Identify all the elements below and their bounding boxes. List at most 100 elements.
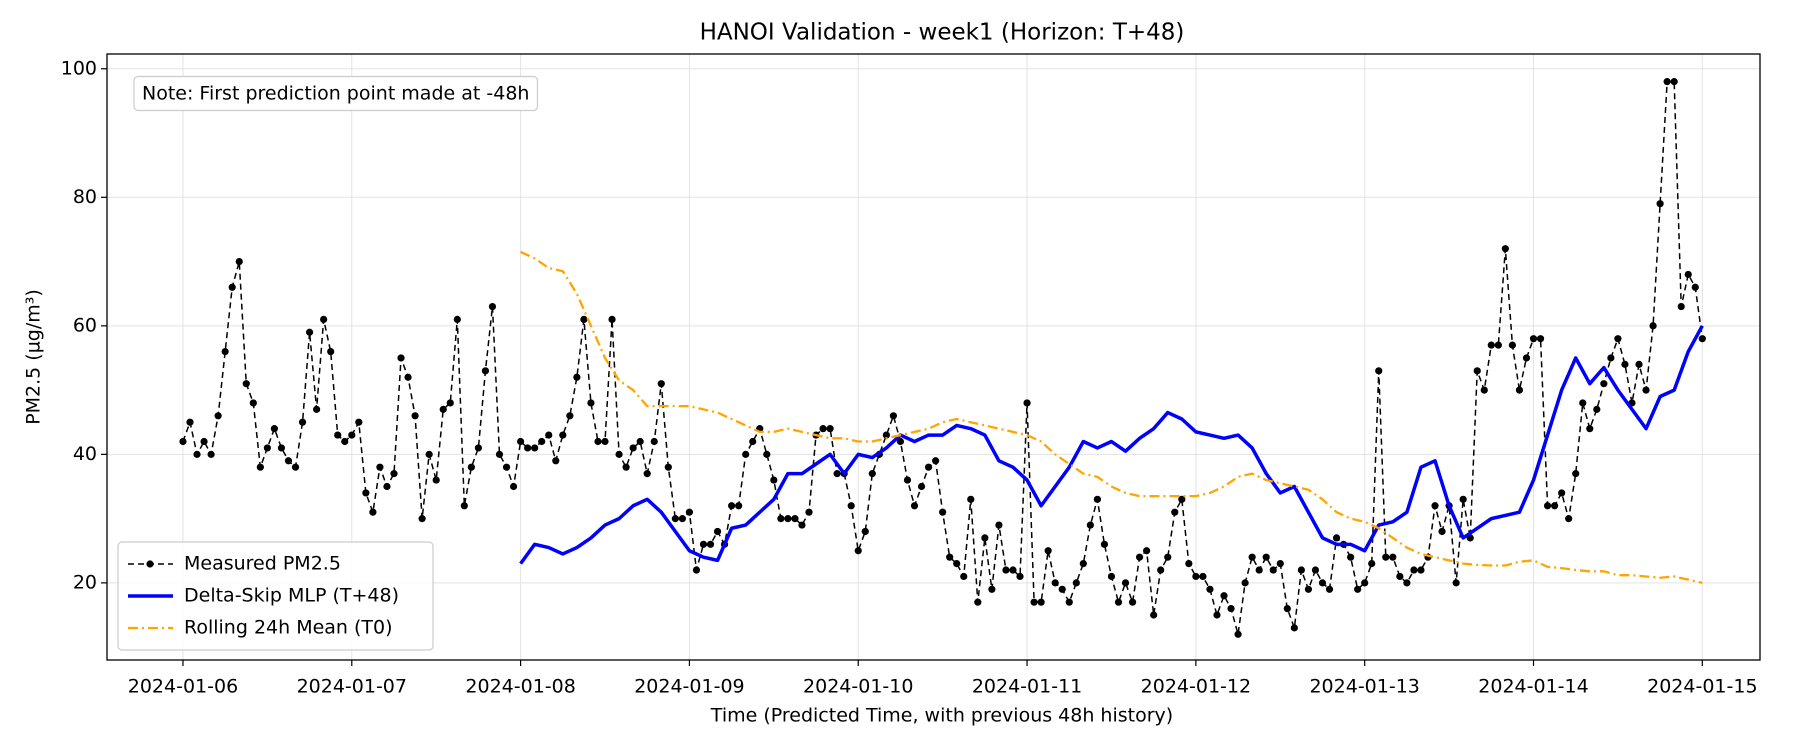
series-line: [520, 250, 1703, 585]
data-point: [256, 463, 264, 471]
data-point: [1543, 502, 1552, 510]
data-point: [1086, 521, 1094, 529]
data-point: [481, 367, 490, 375]
data-point: [1522, 354, 1531, 362]
data-point: [685, 508, 694, 516]
data-point: [383, 482, 391, 491]
data-point: [1649, 322, 1657, 330]
y-tick-label: 40: [73, 443, 97, 465]
data-point: [742, 450, 750, 458]
data-point: [615, 450, 623, 458]
data-point: [341, 437, 349, 446]
data-point: [819, 425, 827, 433]
data-point: [1220, 592, 1228, 600]
data-point: [1114, 598, 1123, 606]
data-point: [291, 463, 300, 471]
data-point: [1677, 302, 1685, 311]
data-point: [1607, 354, 1615, 362]
x-tick-label: 2024-01-13: [1309, 676, 1419, 698]
data-point: [432, 476, 440, 484]
data-point: [1459, 495, 1467, 503]
data-point: [706, 540, 715, 548]
data-point: [1621, 360, 1629, 368]
y-tick-label: 100: [61, 57, 97, 79]
data-point: [390, 470, 398, 478]
data-point: [1431, 502, 1439, 510]
data-point: [495, 450, 504, 458]
data-point: [446, 399, 454, 407]
data-point: [1171, 508, 1179, 516]
data-point: [1093, 495, 1101, 503]
x-tick-label: 2024-01-15: [1647, 676, 1757, 698]
data-point: [1016, 572, 1024, 581]
y-tick-label: 80: [73, 186, 97, 208]
data-point: [580, 315, 588, 324]
data-point: [974, 598, 982, 606]
x-tick-label: 2024-01-12: [1141, 676, 1251, 698]
data-point: [1361, 579, 1369, 587]
data-point: [277, 444, 286, 452]
data-point: [903, 476, 912, 484]
data-point: [960, 572, 968, 581]
data-point: [348, 431, 356, 439]
data-point: [1487, 341, 1495, 349]
data-point: [193, 450, 201, 458]
data-point: [509, 482, 518, 491]
x-tick-label: 2024-01-14: [1478, 676, 1588, 698]
legend-label: Measured PM2.5: [184, 553, 341, 575]
data-point: [1494, 341, 1502, 349]
data-point: [467, 463, 475, 471]
data-point: [735, 502, 743, 510]
data-point: [270, 425, 279, 433]
data-point: [284, 457, 293, 465]
data-point: [988, 585, 996, 593]
data-point: [573, 373, 581, 381]
data-point: [1121, 579, 1130, 587]
data-point: [657, 380, 665, 388]
data-point: [1670, 78, 1678, 86]
data-point: [1572, 470, 1580, 478]
data-point: [1058, 585, 1066, 593]
data-point: [362, 489, 370, 497]
legend-marker: [146, 560, 154, 568]
data-point: [932, 457, 940, 465]
data-point: [1586, 425, 1594, 433]
data-point: [1403, 579, 1411, 587]
data-point: [643, 470, 651, 478]
data-point: [854, 547, 862, 555]
data-point: [397, 354, 405, 362]
data-point: [784, 515, 792, 523]
data-point: [1452, 579, 1460, 587]
data-point: [200, 437, 208, 446]
y-tick-label: 20: [73, 571, 97, 593]
data-point: [298, 418, 307, 426]
data-point: [1354, 585, 1362, 593]
data-point: [1227, 604, 1235, 613]
data-point: [1213, 611, 1221, 619]
data-point: [946, 553, 954, 561]
data-point: [1438, 527, 1446, 536]
data-point: [1100, 540, 1109, 548]
data-point: [1635, 360, 1643, 368]
data-point: [179, 437, 187, 446]
data-point: [594, 437, 602, 446]
data-point: [1332, 534, 1341, 542]
data-point: [798, 521, 806, 529]
data-point: [1480, 386, 1488, 394]
data-point: [502, 463, 511, 471]
data-point: [552, 457, 560, 465]
data-point: [1107, 572, 1116, 581]
x-tick-label: 2024-01-11: [972, 676, 1082, 698]
data-point: [1079, 560, 1087, 568]
x-tick-label: 2024-01-10: [803, 676, 913, 698]
data-point: [1691, 283, 1699, 291]
data-point: [1128, 598, 1137, 606]
data-point: [1164, 553, 1172, 561]
data-point: [1234, 630, 1242, 638]
data-point: [713, 527, 722, 536]
data-point: [545, 431, 553, 439]
data-point: [1593, 405, 1601, 413]
data-point: [1065, 598, 1073, 606]
data-point: [1199, 572, 1207, 581]
